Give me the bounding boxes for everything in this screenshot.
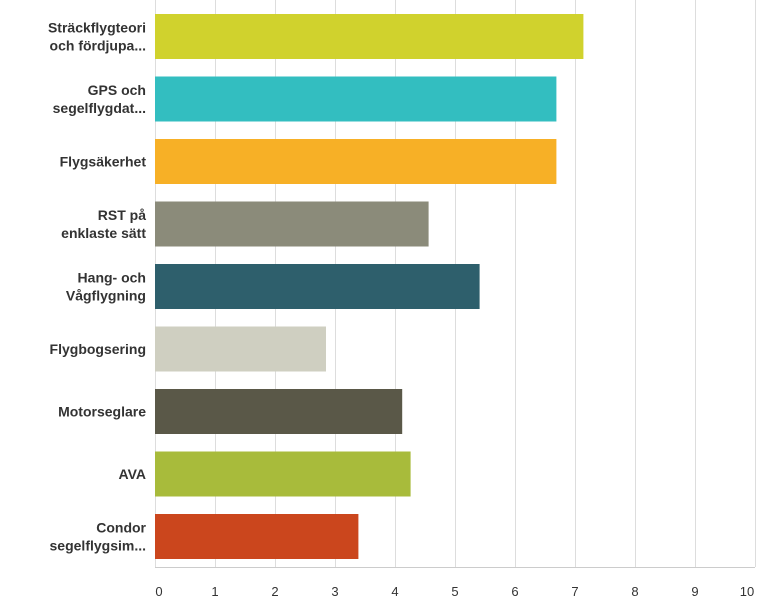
x-tick-label: 9 (691, 584, 698, 599)
category-label: Condor segelflygsim... (50, 520, 147, 554)
category-label: Sträckflygteori och fördjupa... (48, 20, 146, 54)
x-tick-label: 2 (271, 584, 278, 599)
bar (155, 139, 557, 184)
x-tick-label: 3 (331, 584, 338, 599)
bar (155, 14, 584, 59)
x-tick-label: 1 (211, 584, 218, 599)
x-tick-label: 10 (740, 584, 754, 599)
x-tick-label: 8 (631, 584, 638, 599)
category-label: GPS och segelflygdat... (53, 82, 146, 116)
x-tick-label: 5 (451, 584, 458, 599)
category-label: RST på enklaste sätt (61, 207, 146, 241)
bar (155, 76, 557, 122)
x-axis-ticks: 0 1 2 3 4 5 6 7 8 9 10 (155, 584, 754, 599)
bars (155, 14, 584, 559)
bar (155, 451, 411, 497)
bar (155, 201, 429, 247)
x-tick-label: 4 (391, 584, 398, 599)
category-label: Flygbogsering (50, 341, 146, 357)
category-label: Motorseglare (58, 404, 146, 420)
bar (155, 264, 480, 309)
bar (155, 514, 359, 559)
bar (155, 326, 326, 372)
category-label: AVA (119, 466, 146, 482)
category-labels: Sträckflygteori och fördjupa... GPS och seg… (48, 20, 147, 554)
x-tick-label: 6 (511, 584, 518, 599)
x-tick-label: 7 (571, 584, 578, 599)
category-label: Hang- och Vågflygning (66, 270, 146, 304)
bar (155, 389, 403, 434)
x-tick-label: 0 (155, 584, 162, 599)
category-label: Flygsäkerhet (60, 154, 147, 170)
